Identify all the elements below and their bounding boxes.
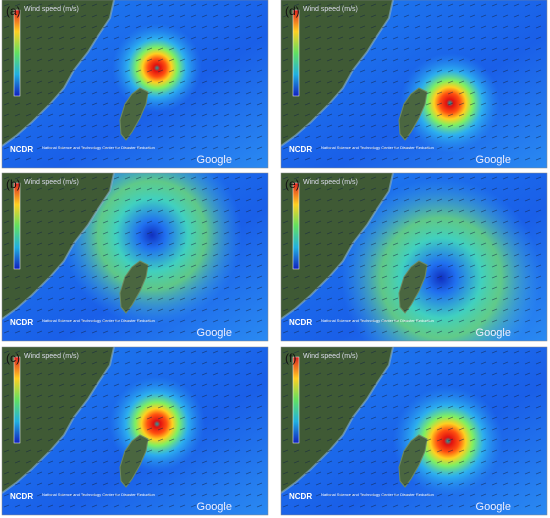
logo: NCDR: [10, 318, 33, 327]
map-content: Wind speed (m/s)(d) NCDR National Science …: [281, 0, 547, 168]
colorbar: [13, 182, 21, 270]
watermark: Google: [476, 154, 511, 166]
watermark: Google: [476, 327, 511, 339]
org-name: National Science and Technology Center f…: [42, 145, 155, 150]
map-content: Wind speed (m/s)(a) NCDR National Science …: [2, 0, 268, 168]
watermark: Google: [197, 327, 232, 339]
map-panel: Wind speed (m/s)(a) NCDR National Science …: [1, 0, 269, 169]
watermark: Google: [197, 501, 232, 513]
panel-border: [280, 172, 548, 342]
map-panel: Wind speed (m/s) (c) NCDR National Science …: [1, 346, 269, 516]
panel-border: [280, 0, 548, 169]
org-name: National Science and Technology Center f…: [321, 318, 434, 323]
wind-vectors: [2, 0, 268, 168]
logo: NCDR: [289, 145, 312, 154]
map-content: Wind speed (m/s) (c) NCDR National Science …: [2, 347, 268, 515]
wind-vectors: [2, 173, 268, 341]
legend-title: Wind speed (m/s): [24, 179, 79, 186]
colorbar: [292, 356, 300, 444]
logo: NCDR: [10, 145, 33, 154]
legend-title: Wind speed (m/s): [24, 353, 79, 360]
org-name: National Science and Technology Center f…: [321, 145, 434, 150]
map-panel: Wind speed (m/s)(e) NCDR National Science …: [280, 172, 548, 342]
map-panel: Wind speed (m/s)(b) NCDR National Science …: [1, 172, 269, 342]
panel-label: (f): [285, 351, 296, 365]
map-content: Wind speed (m/s) (f) NCDR National Science …: [281, 347, 547, 515]
panel-label: (e): [285, 177, 300, 191]
wind-vectors: [2, 347, 268, 515]
panel-label: (d): [285, 4, 300, 18]
org-name: National Science and Technology Center f…: [42, 318, 155, 323]
logo: NCDR: [10, 492, 33, 501]
org-name: National Science and Technology Center f…: [321, 492, 434, 497]
panel-label: (a): [6, 4, 21, 18]
legend-title: Wind speed (m/s): [24, 6, 79, 13]
panel-label: (c): [6, 351, 20, 365]
wind-vectors: [281, 347, 547, 515]
map-panel: Wind speed (m/s)(d) NCDR National Science …: [280, 0, 548, 169]
org-name: National Science and Technology Center f…: [42, 492, 155, 497]
watermark: Google: [197, 154, 232, 166]
legend-title: Wind speed (m/s): [303, 179, 358, 186]
panel-label: (b): [6, 177, 21, 191]
colorbar: [13, 9, 21, 97]
legend-title: Wind speed (m/s): [303, 353, 358, 360]
colorbar: [13, 356, 21, 444]
map-content: Wind speed (m/s)(b) NCDR National Science …: [2, 173, 268, 341]
wind-vectors: [281, 0, 547, 168]
map-panel: Wind speed (m/s) (f) NCDR National Science …: [280, 346, 548, 516]
logo: NCDR: [289, 318, 312, 327]
colorbar: [292, 182, 300, 270]
panel-border: [280, 346, 548, 516]
panel-border: [1, 172, 269, 342]
map-content: Wind speed (m/s)(e) NCDR National Science …: [281, 173, 547, 341]
wind-vectors: [281, 173, 547, 341]
colorbar: [292, 9, 300, 97]
legend-title: Wind speed (m/s): [303, 6, 358, 13]
logo: NCDR: [289, 492, 312, 501]
watermark: Google: [476, 501, 511, 513]
panel-border: [1, 346, 269, 516]
panel-border: [1, 0, 269, 169]
